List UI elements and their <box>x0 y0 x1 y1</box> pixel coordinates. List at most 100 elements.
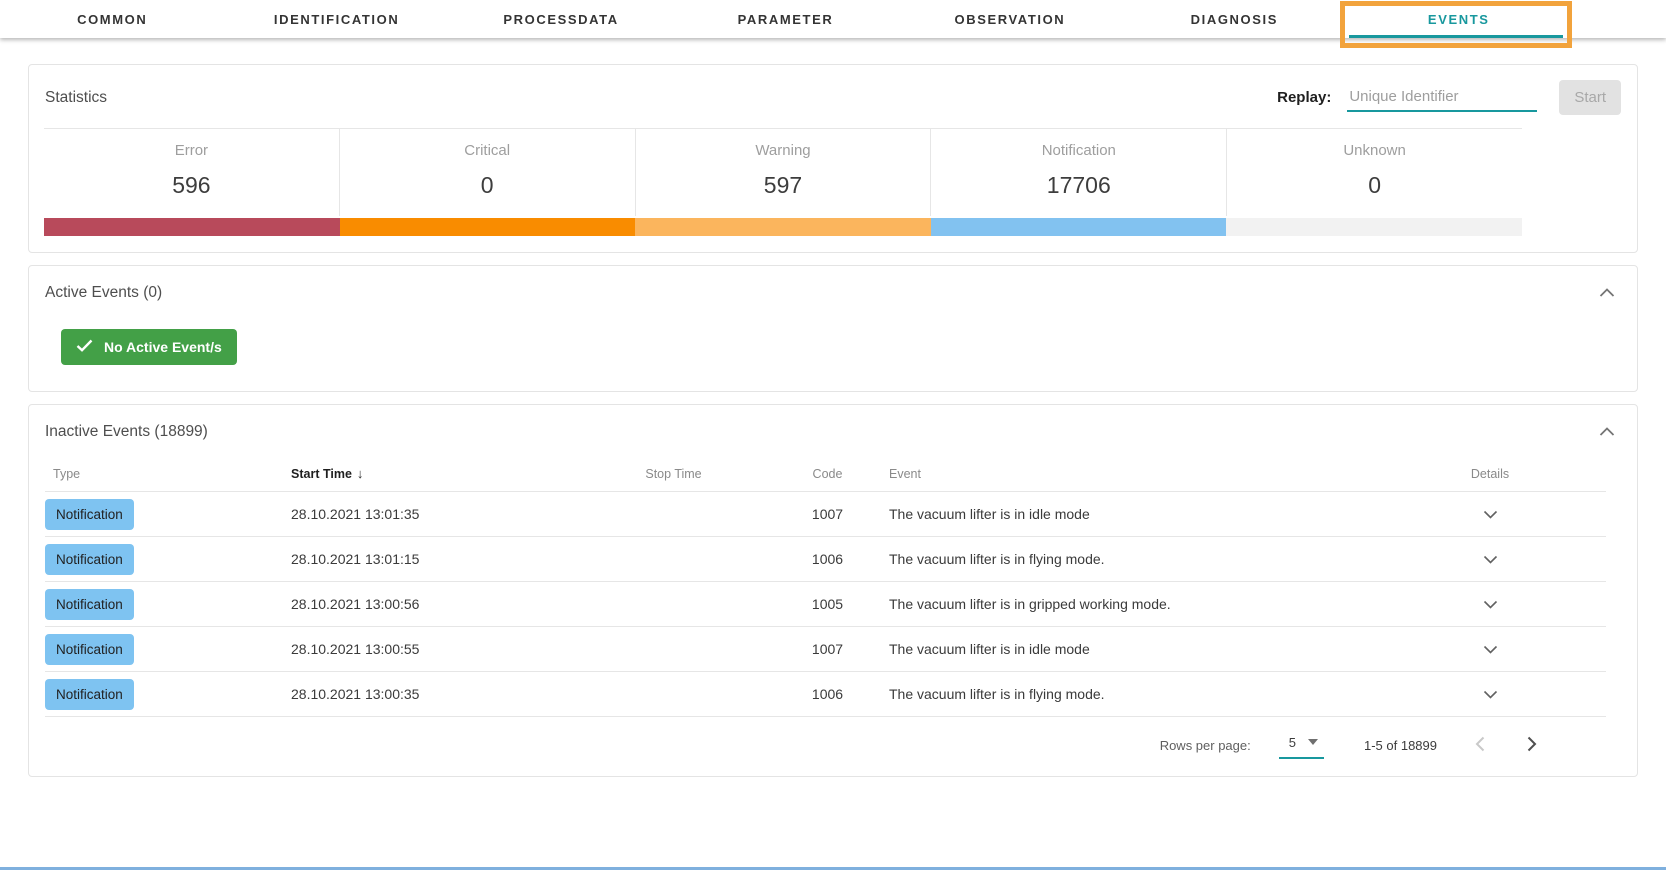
chevron-down-icon <box>1483 687 1498 702</box>
replay-controls: Replay: Start <box>1277 80 1621 115</box>
stat-warning: Warning 597 <box>634 129 931 216</box>
statistics-card: Statistics Replay: Start Error 596 Criti… <box>28 64 1638 253</box>
table-row: Notification 28.10.2021 13:01:35 1007 Th… <box>45 492 1606 537</box>
rows-per-page-label: Rows per page: <box>1159 738 1251 753</box>
tab-events[interactable]: EVENTS <box>1339 0 1573 48</box>
replay-start-button[interactable]: Start <box>1559 80 1621 115</box>
row-details-expand-button[interactable] <box>1477 638 1504 661</box>
column-header-details: Details <box>1470 466 1510 481</box>
stat-error-value: 596 <box>172 172 211 198</box>
event-start-time: 28.10.2021 13:00:35 <box>291 686 420 702</box>
event-description: The vacuum lifter is in flying mode. <box>889 686 1105 702</box>
inactive-events-title: Inactive Events (18899) <box>45 422 208 440</box>
statistics-distribution-bar <box>44 218 1522 236</box>
statistics-title: Statistics <box>45 88 108 106</box>
stat-warning-label: Warning <box>755 142 811 159</box>
sort-desc-icon: ↓ <box>356 466 364 481</box>
event-type-badge: Notification <box>45 543 134 575</box>
row-details-expand-button[interactable] <box>1477 503 1504 526</box>
inactive-events-collapse-button[interactable] <box>1593 420 1621 443</box>
bar-segment-warning <box>635 218 931 236</box>
chevron-down-icon <box>1483 597 1498 612</box>
stat-warning-value: 597 <box>763 172 803 198</box>
chevron-right-icon <box>1527 736 1537 755</box>
event-code: 1006 <box>811 686 844 702</box>
rows-per-page-select[interactable]: 5 <box>1278 733 1324 759</box>
stat-critical-value: 0 <box>480 172 494 198</box>
event-description: The vacuum lifter is in idle mode <box>889 506 1090 522</box>
event-type-badge: Notification <box>45 588 134 620</box>
column-header-type: Type <box>53 466 81 481</box>
check-icon <box>76 339 93 355</box>
table-row: Notification 28.10.2021 13:00:56 1005 Th… <box>45 582 1606 627</box>
chevron-down-icon <box>1483 507 1498 522</box>
event-start-time: 28.10.2021 13:00:56 <box>291 596 420 612</box>
event-start-time: 28.10.2021 13:00:55 <box>291 641 420 657</box>
stat-error: Error 596 <box>44 129 339 216</box>
tab-diagnosis[interactable]: DIAGNOSIS <box>1190 11 1278 27</box>
event-description: The vacuum lifter is in gripped working … <box>889 596 1171 612</box>
row-details-expand-button[interactable] <box>1477 593 1504 616</box>
bar-segment-error <box>44 218 340 236</box>
stat-critical-label: Critical <box>464 142 511 159</box>
stat-notification-value: 17706 <box>1046 172 1111 198</box>
pagination-range-label: 1-5 of 18899 <box>1363 738 1437 753</box>
table-pagination: Rows per page: 5 1-5 of 18899 <box>29 717 1637 776</box>
replay-label: Replay: <box>1277 89 1332 106</box>
event-code: 1005 <box>811 596 844 612</box>
active-events-collapse-button[interactable] <box>1593 281 1621 304</box>
replay-identifier-input[interactable] <box>1347 83 1538 112</box>
active-events-title: Active Events (0) <box>45 283 163 301</box>
table-header-row: Type Start Time ↓ Stop Time Code Event De… <box>45 456 1606 492</box>
active-events-card: Active Events (0) No Active Event/s <box>28 265 1638 392</box>
statistics-counters: Error 596 Critical 0 Warning 597 Notific… <box>44 128 1522 216</box>
chevron-left-icon <box>1475 736 1485 755</box>
tab-observation[interactable]: OBSERVATION <box>954 11 1066 27</box>
chevron-down-icon <box>1483 552 1498 567</box>
event-start-time: 28.10.2021 13:01:15 <box>291 551 420 567</box>
dropdown-caret-icon <box>1307 739 1318 745</box>
stat-unknown: Unknown 0 <box>1226 129 1522 216</box>
tab-parameter[interactable]: PARAMETER <box>737 11 834 27</box>
column-header-start-time[interactable]: Start Time ↓ <box>291 466 364 481</box>
tab-processdata[interactable]: PROCESSDATA <box>503 11 619 27</box>
chevron-up-icon <box>1599 285 1615 300</box>
event-description: The vacuum lifter is in idle mode <box>889 641 1090 657</box>
table-row: Notification 28.10.2021 13:01:15 1006 Th… <box>45 537 1606 582</box>
tab-identification[interactable]: IDENTIFICATION <box>273 11 400 27</box>
row-details-expand-button[interactable] <box>1477 683 1504 706</box>
stat-critical: Critical 0 <box>338 129 635 216</box>
stat-error-label: Error <box>174 142 209 159</box>
column-header-code: Code <box>812 466 843 481</box>
event-code: 1007 <box>811 641 844 657</box>
stat-notification: Notification 17706 <box>930 129 1226 216</box>
column-header-event: Event <box>889 466 921 481</box>
no-active-events-label: No Active Event/s <box>104 339 222 355</box>
bottom-divider <box>0 867 1666 870</box>
inactive-events-table: Type Start Time ↓ Stop Time Code Event De… <box>45 456 1606 717</box>
previous-page-button[interactable] <box>1471 732 1489 759</box>
event-description: The vacuum lifter is in flying mode. <box>889 551 1105 567</box>
column-header-stop-time: Stop Time <box>645 466 702 481</box>
chevron-down-icon <box>1483 642 1498 657</box>
event-code: 1007 <box>811 506 844 522</box>
tab-common[interactable]: COMMON <box>77 11 148 27</box>
no-active-events-badge: No Active Event/s <box>61 329 237 365</box>
event-start-time: 28.10.2021 13:01:35 <box>291 506 420 522</box>
inactive-events-card: Inactive Events (18899) Type Start Time ↓… <box>28 404 1638 777</box>
event-code: 1006 <box>811 551 844 567</box>
top-tab-bar: COMMON IDENTIFICATION PROCESSDATA PARAME… <box>0 0 1666 48</box>
next-page-button[interactable] <box>1523 732 1541 759</box>
event-type-badge: Notification <box>45 633 134 665</box>
stat-unknown-value: 0 <box>1368 172 1381 198</box>
bar-segment-critical <box>339 218 636 236</box>
row-details-expand-button[interactable] <box>1477 548 1504 571</box>
chevron-up-icon <box>1599 424 1615 439</box>
bar-segment-notification <box>930 218 1227 236</box>
table-row: Notification 28.10.2021 13:00:55 1007 Th… <box>45 627 1606 672</box>
stat-notification-label: Notification <box>1041 142 1116 159</box>
stat-unknown-label: Unknown <box>1343 142 1406 159</box>
event-type-badge: Notification <box>45 498 134 530</box>
table-row: Notification 28.10.2021 13:00:35 1006 Th… <box>45 672 1606 717</box>
bar-segment-unknown <box>1226 218 1522 236</box>
